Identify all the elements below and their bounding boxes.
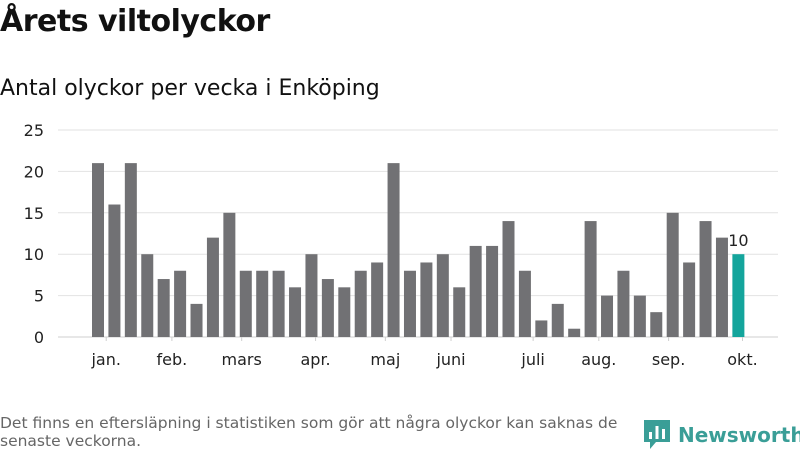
bar xyxy=(387,163,400,337)
bar xyxy=(699,221,712,337)
bar xyxy=(289,287,302,337)
x-tick-label: apr. xyxy=(300,350,330,369)
bar xyxy=(206,237,219,337)
bar xyxy=(617,270,630,337)
x-tick-label: jan. xyxy=(90,350,120,369)
bar xyxy=(223,212,236,337)
y-tick-label: 0 xyxy=(34,328,44,347)
y-tick-label: 15 xyxy=(24,204,44,223)
x-tick-label: maj xyxy=(370,350,400,369)
bar xyxy=(683,262,696,337)
data-label: 10 xyxy=(728,231,748,250)
bar-chart: 0 5 10 15 20 25 10 jan. feb. mars apr. maj juni juli a… xyxy=(24,121,778,369)
bar xyxy=(256,270,269,337)
x-tick-label: juli xyxy=(520,350,544,369)
bar xyxy=(650,312,663,337)
bar xyxy=(486,245,499,337)
bar xyxy=(239,270,252,337)
y-tick-label: 10 xyxy=(24,245,44,264)
bar xyxy=(535,320,548,337)
bar xyxy=(157,279,170,337)
bar xyxy=(321,279,334,337)
bar xyxy=(453,287,466,337)
bar xyxy=(305,254,318,337)
y-tick-label: 25 xyxy=(24,121,44,140)
bar xyxy=(436,254,449,337)
x-tick-label: okt. xyxy=(727,350,757,369)
x-tick-label: feb. xyxy=(157,350,188,369)
bar xyxy=(354,270,367,337)
bar xyxy=(518,270,531,337)
x-tick-label: aug. xyxy=(581,350,616,369)
bar xyxy=(124,163,137,337)
bar xyxy=(584,221,597,337)
bar xyxy=(551,303,564,337)
bar xyxy=(403,270,416,337)
y-tick-label: 5 xyxy=(34,287,44,306)
bar xyxy=(371,262,384,337)
bar xyxy=(190,303,203,337)
bar xyxy=(272,270,285,337)
bar xyxy=(92,163,104,337)
y-tick-label: 20 xyxy=(24,162,44,181)
bar xyxy=(568,328,581,337)
bar xyxy=(601,295,614,337)
bar xyxy=(108,204,121,337)
x-tick-label: mars xyxy=(222,350,262,369)
chart-subtitle: Antal olyckor per vecka i Enköping xyxy=(0,76,380,101)
bar xyxy=(633,295,646,337)
bar xyxy=(420,262,433,337)
x-tick-label: juni xyxy=(435,350,465,369)
bar xyxy=(174,270,187,337)
bar xyxy=(666,212,679,337)
brand-name: Newsworthy xyxy=(678,423,800,447)
bar xyxy=(469,245,482,337)
chart-title: Årets viltolyckor xyxy=(0,4,270,39)
bar-highlight xyxy=(732,254,745,337)
bar-chart-icon xyxy=(644,420,670,449)
brand-logo: Newsworthy xyxy=(644,420,800,450)
footnote: Det finns en eftersläpning i statistiken… xyxy=(0,414,618,450)
bar xyxy=(141,254,154,337)
bar xyxy=(338,287,351,337)
bar xyxy=(502,221,515,337)
x-tick-label: sep. xyxy=(652,350,685,369)
bar xyxy=(715,237,728,337)
